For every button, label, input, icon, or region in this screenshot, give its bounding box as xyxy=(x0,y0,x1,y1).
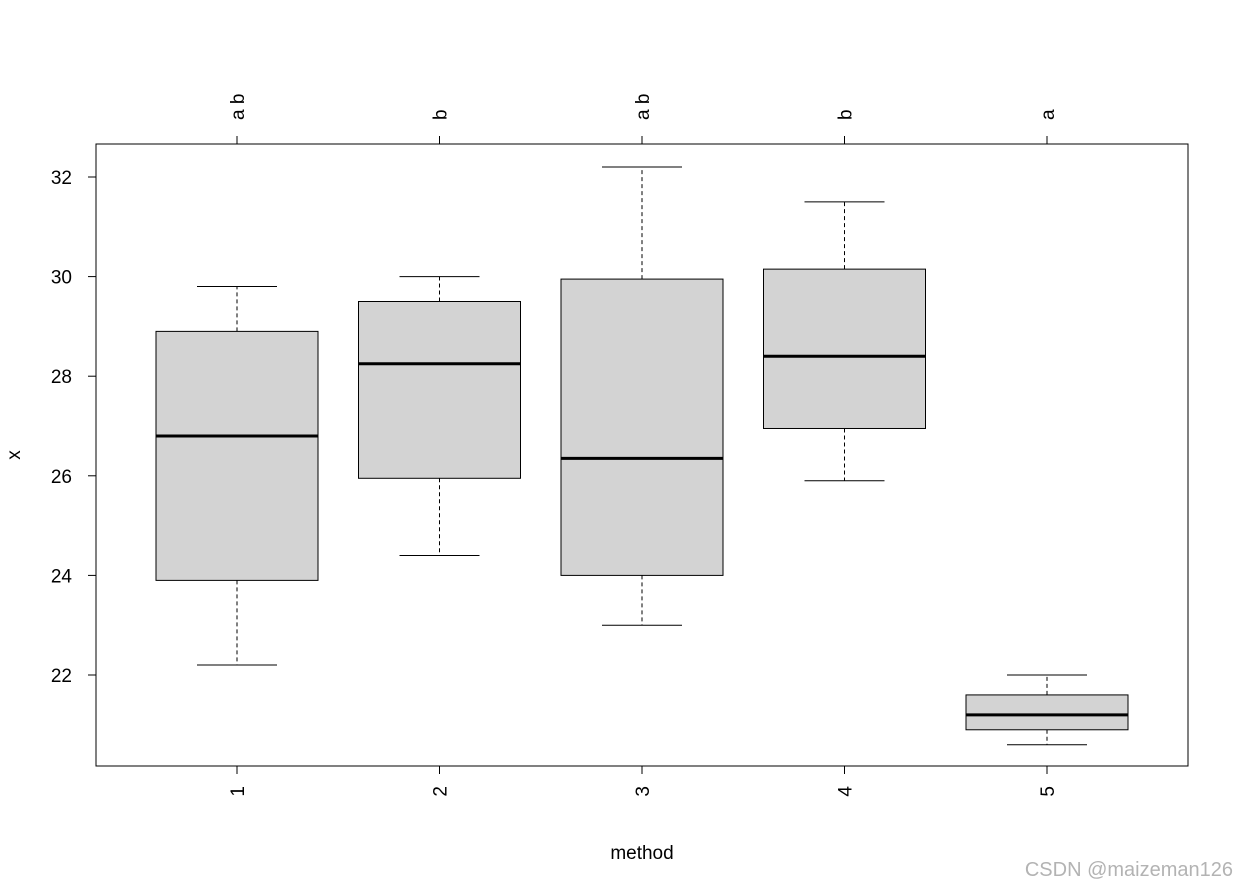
box-body xyxy=(965,694,1129,731)
x-tick-label: 1 xyxy=(228,786,249,797)
y-axis: 22 24 26 28 30 32 xyxy=(51,168,97,687)
box-body xyxy=(358,301,521,479)
x-tick-label: 4 xyxy=(836,786,857,797)
box-body xyxy=(155,330,319,581)
y-tick-label: 28 xyxy=(51,367,72,388)
y-tick-label: 26 xyxy=(51,467,72,488)
group-letter-label: a b xyxy=(228,94,249,120)
y-tick-label: 32 xyxy=(51,168,72,189)
group-letter-label: b xyxy=(836,109,857,120)
group-letter-label: a b xyxy=(633,94,654,120)
y-tick-label: 22 xyxy=(51,666,72,687)
box-body xyxy=(763,268,926,429)
x-tick-label: 3 xyxy=(633,786,654,797)
group-letter-label: b xyxy=(431,109,452,120)
y-axis-title: x xyxy=(4,450,25,460)
x-axis-title: method xyxy=(610,843,673,864)
x-tick-label: 5 xyxy=(1038,786,1059,797)
box-group xyxy=(155,166,1129,746)
box-body xyxy=(560,278,724,576)
y-tick-label: 30 xyxy=(51,268,72,289)
watermark: CSDN @maizeman126 xyxy=(1024,859,1233,881)
x-axis: 1 2 3 4 5 xyxy=(228,765,1059,797)
group-letter-label: a xyxy=(1038,109,1059,120)
x-tick-label: 2 xyxy=(431,786,452,797)
y-tick-label: 24 xyxy=(51,566,73,587)
